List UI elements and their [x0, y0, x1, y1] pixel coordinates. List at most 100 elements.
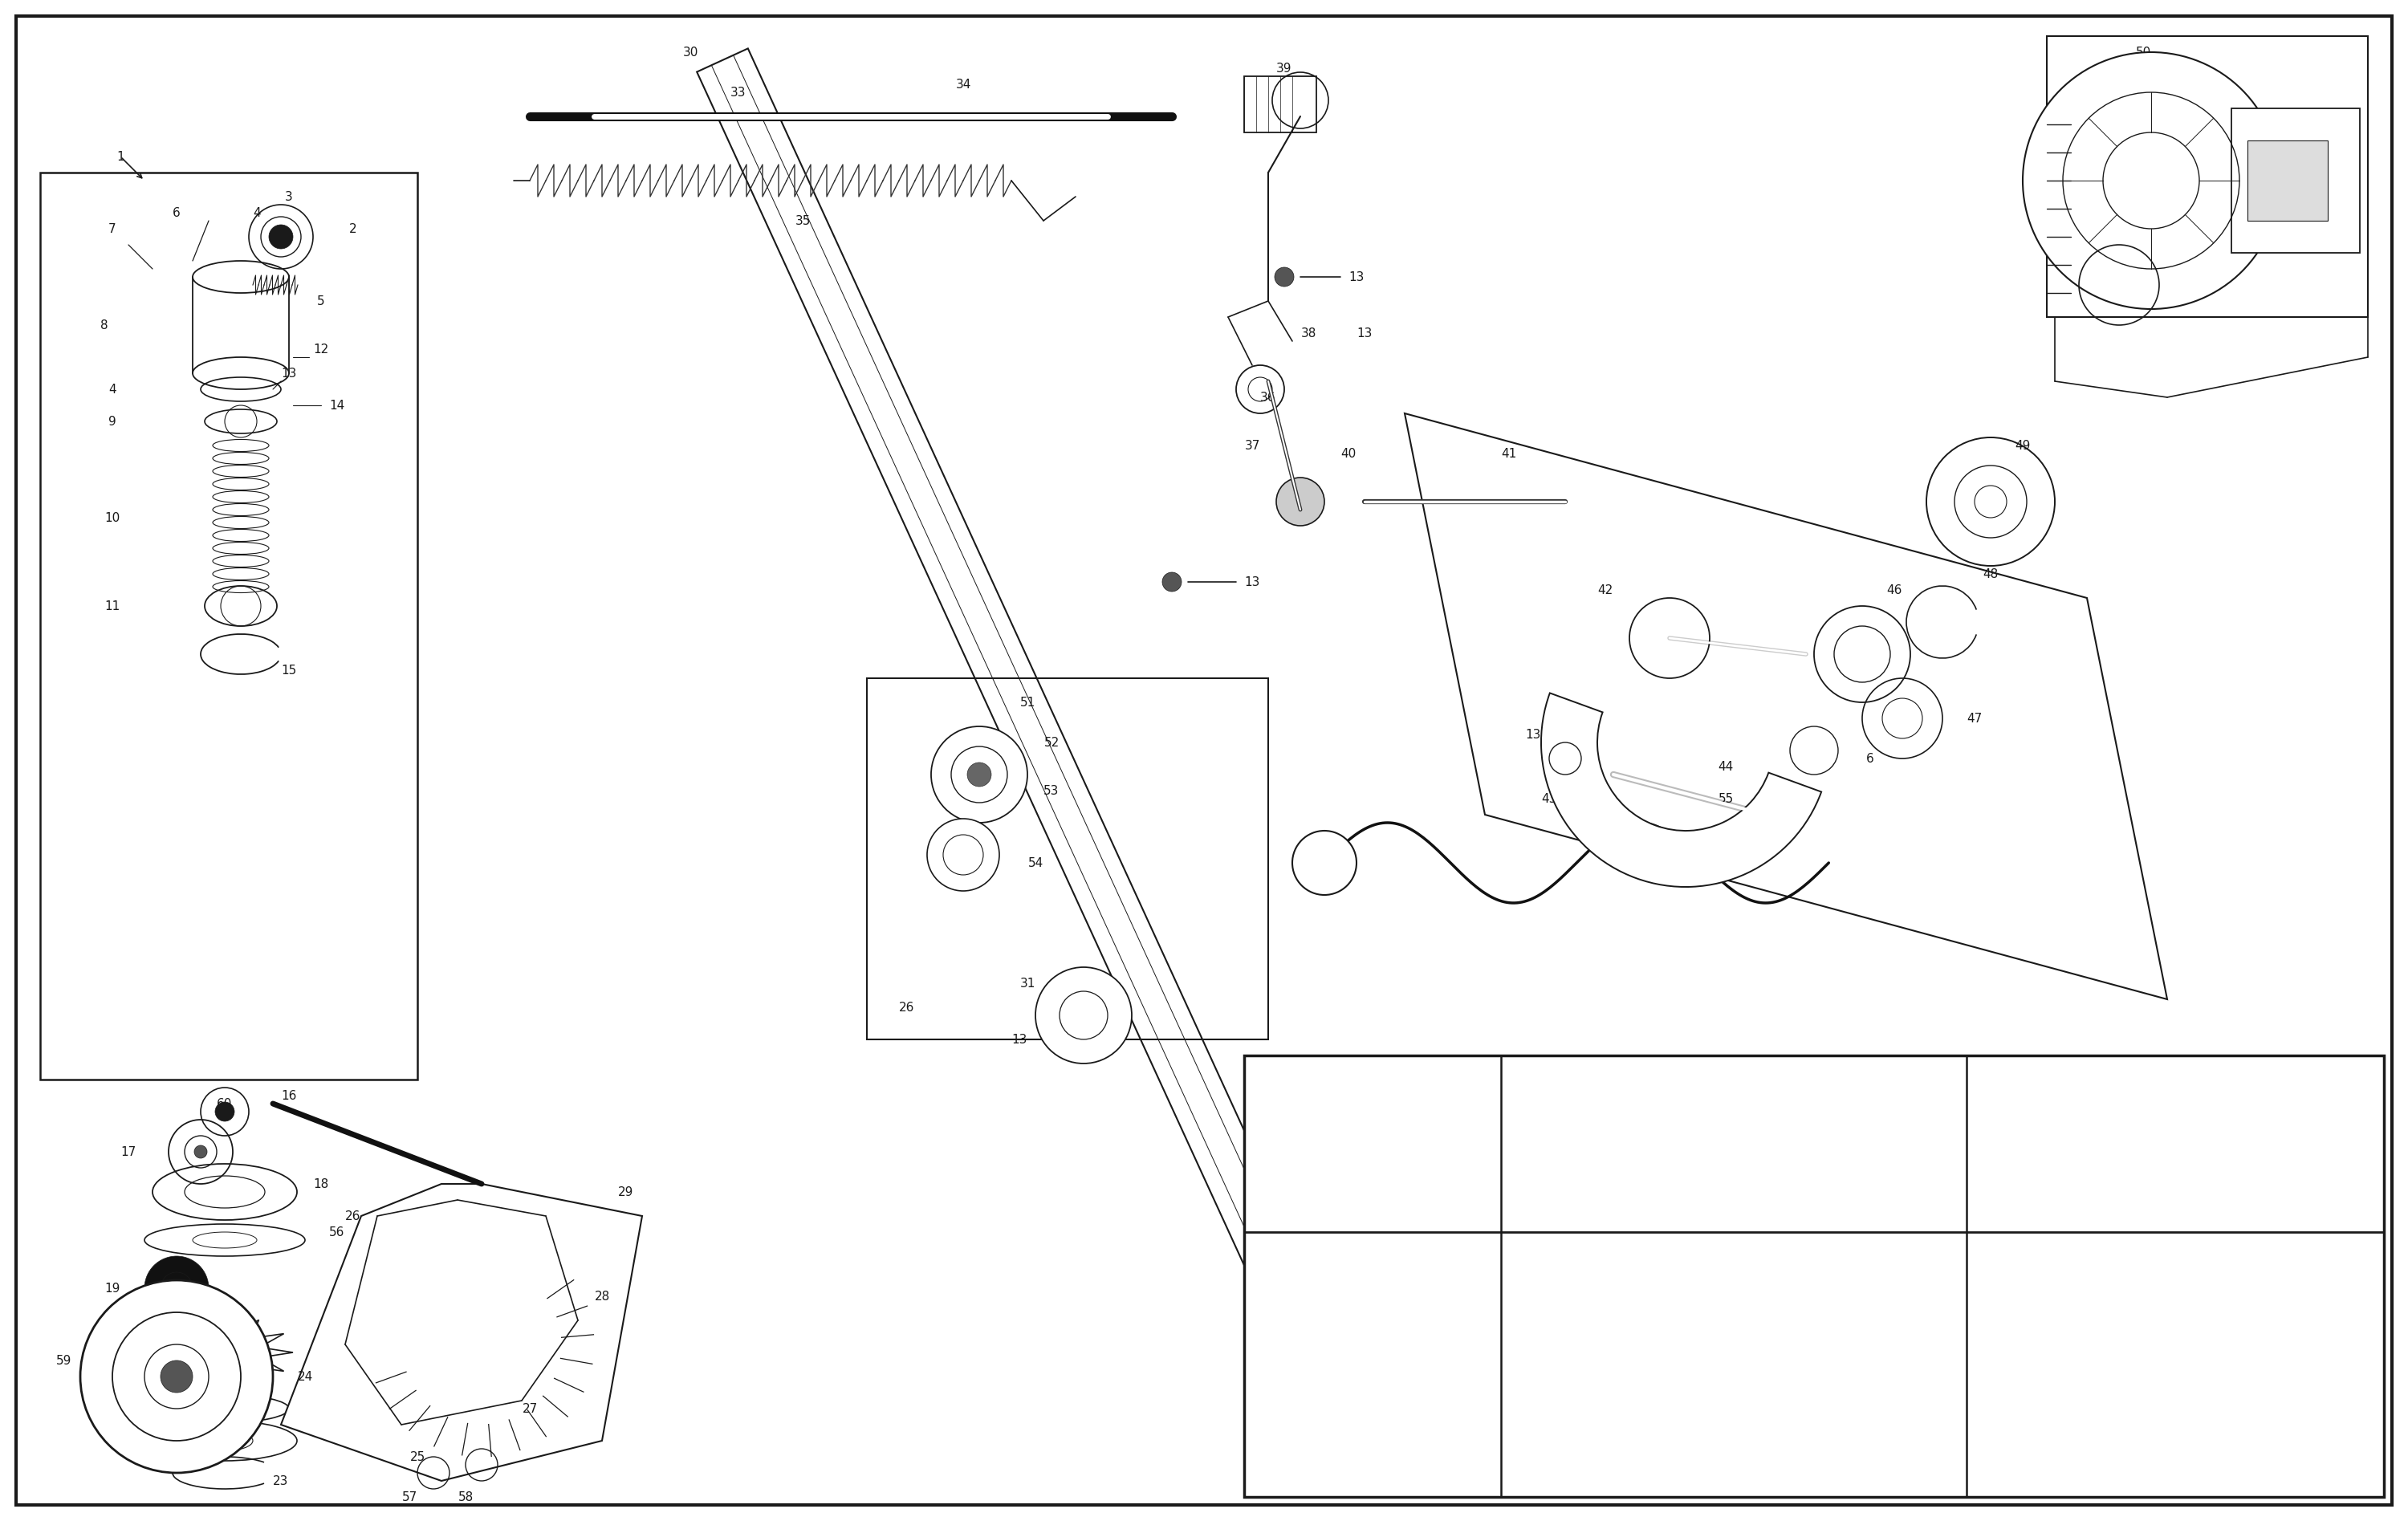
- Circle shape: [79, 1281, 272, 1472]
- Circle shape: [195, 1145, 207, 1157]
- Text: 23: 23: [272, 1475, 289, 1488]
- Text: 54: 54: [1028, 856, 1043, 868]
- Text: 44: 44: [1717, 760, 1734, 773]
- Text: 38: 38: [1300, 327, 1317, 339]
- Circle shape: [1276, 478, 1324, 526]
- Text: Код аппарата: Код аппарата: [1320, 1136, 1426, 1151]
- Text: 4: 4: [108, 383, 116, 395]
- Circle shape: [932, 727, 1028, 823]
- Text: 40: 40: [1341, 447, 1356, 459]
- Text: 60: 60: [217, 1098, 234, 1110]
- Text: 33: 33: [730, 87, 746, 99]
- Text: 49: 49: [2015, 440, 2030, 452]
- Text: 26: 26: [344, 1211, 361, 1221]
- Text: 55: 55: [1717, 792, 1734, 805]
- Text: Бензиновый триммер
DZ - 415
объём двиг.41,5см3: Бензиновый триммер DZ - 415 объём двиг.4…: [1645, 1335, 1823, 1393]
- Text: 32: 32: [1060, 976, 1076, 989]
- Text: 22: 22: [313, 1427, 330, 1439]
- Text: 36: 36: [1259, 391, 1276, 403]
- Text: 25: 25: [409, 1451, 426, 1463]
- Text: 29: 29: [619, 1186, 633, 1199]
- Text: 13: 13: [1011, 1033, 1028, 1045]
- Text: 20: 20: [313, 1338, 330, 1351]
- Text: 19: 19: [104, 1282, 120, 1294]
- Text: 48: 48: [1982, 567, 1999, 580]
- Text: 1: 1: [116, 151, 125, 163]
- Text: 18: 18: [313, 1177, 330, 1189]
- Text: 13: 13: [1356, 327, 1373, 339]
- Text: 3: 3: [284, 190, 294, 202]
- Text: 57: 57: [402, 1491, 417, 1503]
- Text: 30: 30: [681, 46, 698, 58]
- Text: 13: 13: [1348, 271, 1365, 283]
- Text: 50: 50: [2136, 46, 2150, 58]
- Text: 17: 17: [120, 1145, 137, 1157]
- Polygon shape: [282, 1183, 643, 1481]
- Text: 34: 34: [956, 78, 970, 90]
- Text: 51: 51: [1019, 697, 1035, 709]
- Circle shape: [1163, 572, 1182, 592]
- Ellipse shape: [193, 1232, 258, 1249]
- Circle shape: [214, 1103, 234, 1121]
- Wedge shape: [1541, 694, 1820, 887]
- Circle shape: [1293, 830, 1356, 894]
- Text: 13: 13: [282, 367, 296, 379]
- Text: 28: 28: [595, 1290, 609, 1302]
- Circle shape: [2023, 52, 2280, 309]
- Circle shape: [161, 1360, 193, 1393]
- Text: 12: 12: [313, 344, 330, 356]
- Text: 5: 5: [318, 295, 325, 307]
- Text: 7: 7: [108, 222, 116, 234]
- Text: 43: 43: [1662, 832, 1678, 844]
- Text: 41: 41: [1500, 447, 1517, 459]
- Circle shape: [270, 225, 294, 249]
- Bar: [41, 172, 417, 1080]
- Bar: [1245, 76, 1317, 132]
- Text: 24: 24: [296, 1370, 313, 1383]
- Text: 27: 27: [523, 1402, 537, 1415]
- Text: 1 Штанга: 1 Штанга: [2136, 1357, 2215, 1372]
- Text: Номер и название узла: Номер и название узла: [2085, 1136, 2264, 1151]
- Text: 26: 26: [898, 1001, 915, 1013]
- Text: 13: 13: [1524, 729, 1541, 741]
- Text: 37: 37: [1245, 440, 1259, 452]
- Circle shape: [968, 762, 992, 786]
- Circle shape: [1274, 268, 1293, 286]
- Text: 53: 53: [1043, 785, 1060, 797]
- Text: Наименование аппарата: Наименование аппарата: [1640, 1136, 1828, 1151]
- Bar: [2247, 140, 2329, 221]
- Text: 2: 2: [349, 222, 356, 234]
- Text: 6: 6: [173, 207, 181, 219]
- Circle shape: [1035, 967, 1132, 1063]
- Text: 14: 14: [330, 400, 344, 411]
- Text: 39: 39: [1276, 62, 1293, 75]
- Bar: [1245, 1056, 2384, 1497]
- Bar: [2232, 108, 2360, 252]
- Circle shape: [144, 1256, 209, 1320]
- Circle shape: [161, 1272, 193, 1305]
- Text: 46: 46: [1885, 584, 1902, 596]
- Polygon shape: [696, 49, 1327, 1332]
- Text: 56: 56: [330, 1226, 344, 1238]
- Text: 47: 47: [1967, 712, 1982, 724]
- Text: 59: 59: [55, 1355, 72, 1366]
- Circle shape: [927, 818, 999, 891]
- Text: 21: 21: [313, 1395, 330, 1407]
- Text: 6: 6: [1866, 753, 1873, 765]
- Text: 43: 43: [1541, 792, 1558, 805]
- Text: 35: 35: [795, 214, 811, 227]
- Bar: [2047, 37, 2367, 316]
- Bar: [867, 678, 1269, 1039]
- Ellipse shape: [200, 1402, 248, 1415]
- Text: 9: 9: [108, 415, 116, 427]
- Text: 45: 45: [1558, 712, 1572, 724]
- Polygon shape: [1404, 414, 2167, 999]
- Text: 15: 15: [282, 665, 296, 677]
- Text: 96203: 96203: [1348, 1357, 1397, 1372]
- Text: 10: 10: [104, 511, 120, 523]
- Text: 31: 31: [1019, 976, 1035, 989]
- Text: 16: 16: [282, 1089, 296, 1101]
- Text: 52: 52: [1043, 736, 1060, 748]
- Text: 11: 11: [104, 599, 120, 611]
- Text: 58: 58: [458, 1491, 474, 1503]
